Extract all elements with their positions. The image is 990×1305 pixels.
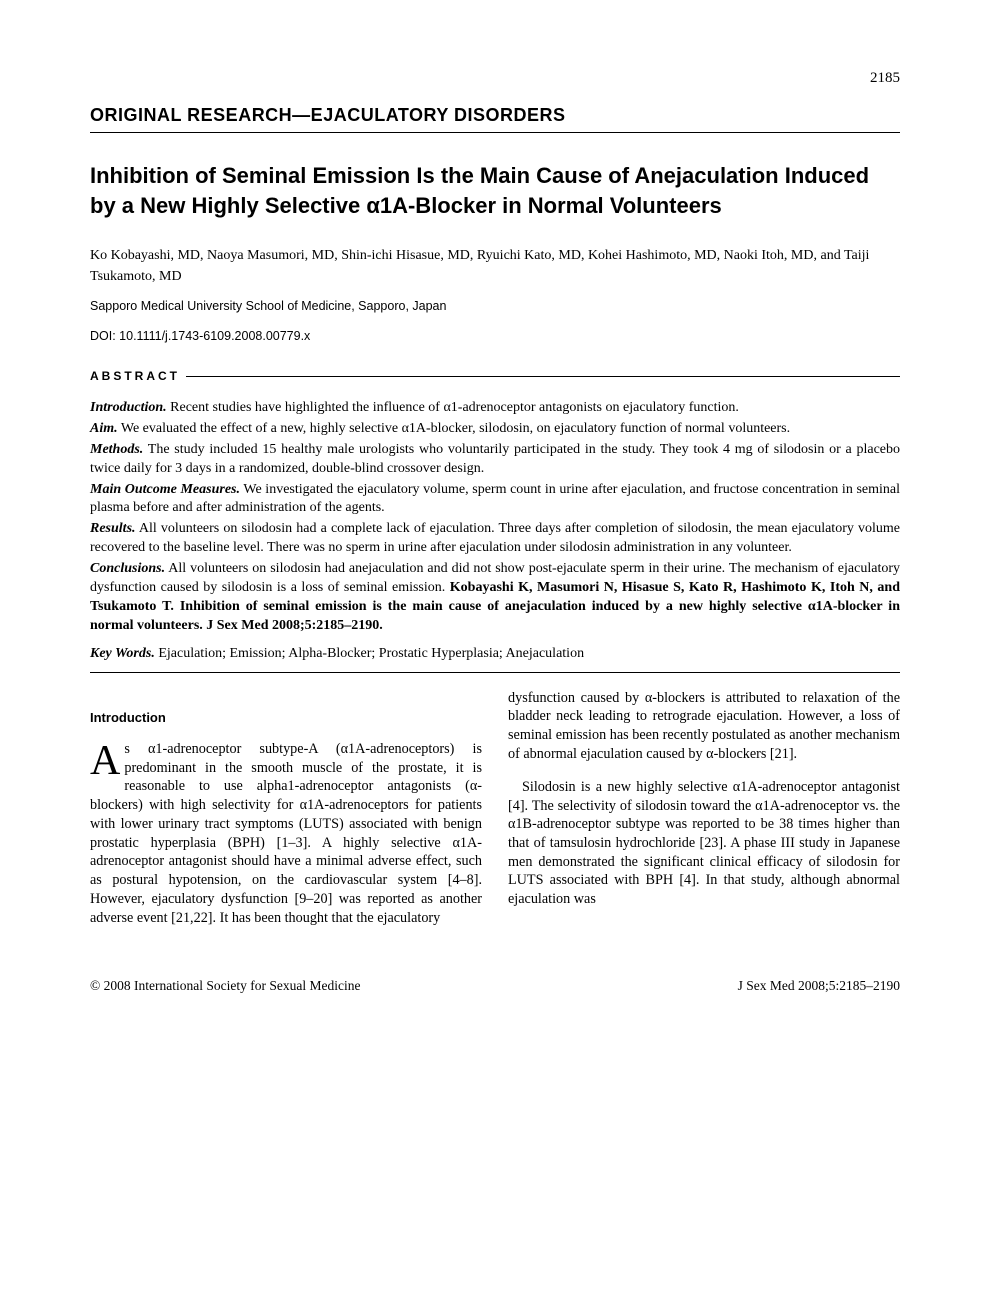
divider [90, 132, 900, 133]
column-left: Introduction As α1-adrenoceptor subtype-… [90, 689, 482, 942]
abstract-conclusions-label: Conclusions. [90, 561, 165, 576]
abstract-methods: Methods. The study included 15 healthy m… [90, 441, 900, 479]
page-number: 2185 [90, 70, 900, 87]
keywords: Key Words. Ejaculation; Emission; Alpha-… [90, 646, 900, 662]
body-col2-p2: Silodosin is a new highly selective α1A-… [508, 778, 900, 909]
abstract-results: Results. All volunteers on silodosin had… [90, 520, 900, 558]
abstract-body: Introduction. Recent studies have highli… [90, 399, 900, 636]
doi: DOI: 10.1111/j.1743-6109.2008.00779.x [90, 329, 900, 343]
abstract-conclusions: Conclusions. All volunteers on silodosin… [90, 560, 900, 636]
body-col2-p1: dysfunction caused by α-blockers is attr… [508, 689, 900, 764]
dropcap: A [90, 740, 124, 780]
abstract-measures-label: Main Outcome Measures. [90, 482, 240, 497]
journal-page: 2185 ORIGINAL RESEARCH—EJACULATORY DISOR… [0, 0, 990, 1305]
abstract-aim: Aim. We evaluated the effect of a new, h… [90, 420, 900, 439]
authors: Ko Kobayashi, MD, Naoya Masumori, MD, Sh… [90, 246, 900, 287]
keywords-label: Key Words. [90, 646, 155, 661]
abstract-results-text: All volunteers on silodosin had a comple… [90, 521, 900, 555]
body-columns: Introduction As α1-adrenoceptor subtype-… [90, 689, 900, 942]
page-footer: © 2008 International Society for Sexual … [90, 978, 900, 994]
footer-copyright: © 2008 International Society for Sexual … [90, 978, 360, 994]
abstract-methods-label: Methods. [90, 442, 143, 457]
divider-lower [90, 672, 900, 673]
column-right: dysfunction caused by α-blockers is attr… [508, 689, 900, 942]
abstract-results-label: Results. [90, 521, 136, 536]
section-header: ORIGINAL RESEARCH—EJACULATORY DISORDERS [90, 105, 900, 126]
body-col1-text: s α1-adrenoceptor subtype-A (α1A-adrenoc… [90, 741, 482, 926]
abstract-aim-label: Aim. [90, 421, 118, 436]
abstract-intro-text: Recent studies have highlighted the infl… [167, 400, 739, 415]
abstract-introduction: Introduction. Recent studies have highli… [90, 399, 900, 418]
abstract-measures: Main Outcome Measures. We investigated t… [90, 481, 900, 519]
abstract-aim-text: We evaluated the effect of a new, highly… [118, 421, 791, 436]
affiliation: Sapporo Medical University School of Med… [90, 299, 900, 313]
abstract-methods-text: The study included 15 healthy male urolo… [90, 442, 900, 476]
introduction-heading: Introduction [90, 709, 482, 726]
footer-journal-ref: J Sex Med 2008;5:2185–2190 [738, 978, 900, 994]
abstract-label-row: ABSTRACT [90, 367, 900, 385]
body-paragraph-1: As α1-adrenoceptor subtype-A (α1A-adreno… [90, 740, 482, 927]
keywords-text: Ejaculation; Emission; Alpha-Blocker; Pr… [155, 646, 584, 661]
abstract-intro-label: Introduction. [90, 400, 167, 415]
abstract-label: ABSTRACT [90, 369, 186, 383]
article-title: Inhibition of Seminal Emission Is the Ma… [90, 161, 900, 220]
